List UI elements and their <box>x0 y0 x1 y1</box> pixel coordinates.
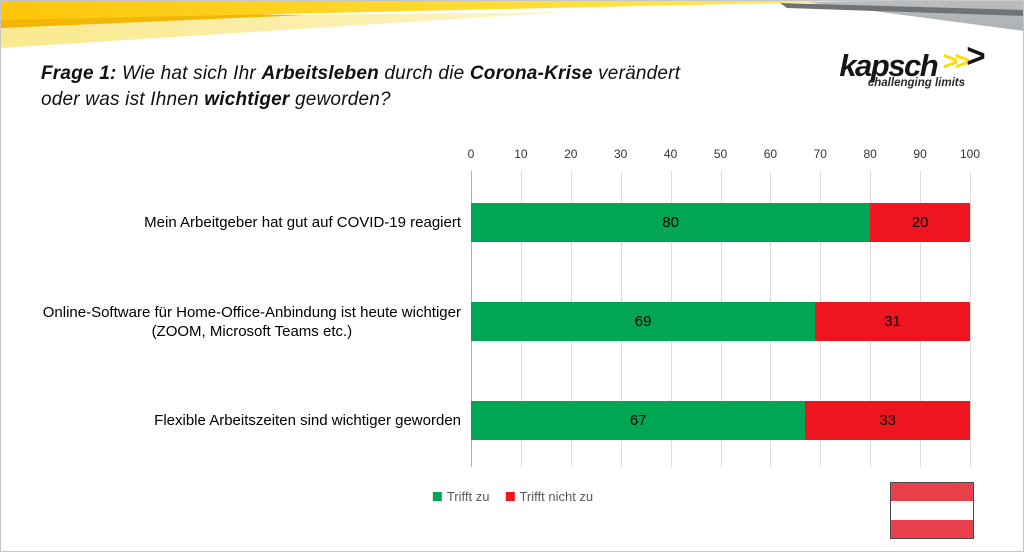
legend-label: Trifft zu <box>446 489 490 504</box>
bar-row: 69 31 <box>471 302 970 341</box>
bar-segment-trifft-zu: 67 <box>471 401 806 440</box>
category-label-text: Mein Arbeitgeber hat gut auf COVID-19 re… <box>144 213 461 232</box>
legend-swatch <box>432 492 442 501</box>
axis-tick-label: 30 <box>614 147 628 161</box>
kapsch-tagline: challenging limits <box>867 77 965 89</box>
axis-tick-label: 50 <box>713 147 728 161</box>
grid-line <box>970 171 971 467</box>
value-label: 69 <box>634 313 652 330</box>
category-label: Online-Software für Home-Office-Anbindun… <box>29 302 461 341</box>
banner-gray-stripe <box>780 3 1023 16</box>
legend-item: Trifft nicht zu <box>505 489 593 504</box>
category-label-line: Flexible Arbeitszeiten sind wichtiger ge… <box>154 412 461 429</box>
chevron-icon: > <box>965 37 985 74</box>
axis-tick-label: 0 <box>467 147 475 161</box>
title-line: Frage 1: Wie hat sich Ihr Arbeitsleben d… <box>41 61 741 87</box>
bar-row: 80 20 <box>471 203 970 242</box>
category-label-line: (ZOOM, Microsoft Teams etc.) <box>151 322 353 340</box>
axis-tick-label: 40 <box>663 147 678 161</box>
flag-stripe <box>891 501 973 520</box>
axis-tick-label: 10 <box>514 147 528 161</box>
chevron-icon: > <box>953 46 970 76</box>
flag-stripe <box>891 483 973 502</box>
title-segment: Wie hat sich Ihr <box>116 63 262 84</box>
axis-tick-label: 20 <box>564 147 578 161</box>
title-segment: Corona-Krise <box>469 63 593 84</box>
bar-segment-trifft-zu: 69 <box>471 302 816 341</box>
austria-flag <box>890 482 974 539</box>
top-banner <box>1 1 1023 53</box>
category-label-text: Flexible Arbeitszeiten sind wichtiger ge… <box>154 411 461 430</box>
chevron-icon: > <box>942 46 958 76</box>
title-segment: oder was ist Ihnen <box>41 89 205 110</box>
bar-segment-trifft-nicht-zu: 20 <box>870 203 970 242</box>
value-label: 80 <box>662 214 679 231</box>
axis-tick-label: 80 <box>863 147 877 161</box>
legend-label: Trifft nicht zu <box>519 489 594 504</box>
kapsch-wordmark: kapsch <box>839 48 938 83</box>
banner-gray-corner-wedge <box>797 1 1023 31</box>
bar-segment-trifft-nicht-zu: 33 <box>805 401 970 440</box>
kapsch-chevrons-icon: > > > <box>942 39 985 77</box>
value-label: 33 <box>879 412 896 429</box>
legend-swatch <box>505 492 515 501</box>
category-label-line: Mein Arbeitgeber hat gut auf COVID-19 re… <box>144 214 461 231</box>
axis-tick-label: 90 <box>913 147 927 161</box>
category-label: Mein Arbeitgeber hat gut auf COVID-19 re… <box>29 203 461 242</box>
category-label: Flexible Arbeitszeiten sind wichtiger ge… <box>29 401 461 440</box>
axis-tick-label: 70 <box>813 147 827 161</box>
title-segment: verändert <box>592 63 681 84</box>
bar-segment-trifft-nicht-zu: 31 <box>815 302 970 341</box>
legend-item: Trifft zu <box>432 489 490 504</box>
bar-row: 67 33 <box>471 401 970 440</box>
axis-tick-label: 60 <box>763 147 778 161</box>
category-label-line: Online-Software für Home-Office-Anbindun… <box>42 303 461 321</box>
category-label-text: Online-Software für Home-Office-Anbindun… <box>43 303 461 341</box>
title-segment: geworden? <box>289 89 391 110</box>
banner-dark-gold-ribbon <box>1 11 306 28</box>
value-label: 67 <box>629 412 647 429</box>
bar-segment-trifft-zu: 80 <box>471 203 871 242</box>
title-line: oder was ist Ihnen wichtiger geworden? <box>41 87 741 113</box>
title-segment: wichtiger <box>204 89 290 110</box>
kapsch-logo: kapsch > > > challenging limits <box>839 39 985 89</box>
banner-pale-yellow-ribbon <box>1 12 566 48</box>
value-label: 20 <box>911 214 929 231</box>
value-label: 31 <box>884 313 901 330</box>
axis-tick-label: 100 <box>959 147 981 161</box>
title-segment: durch die <box>378 63 470 84</box>
title-segment: Frage 1: <box>41 63 117 84</box>
banner-main-yellow-ribbon <box>1 1 873 20</box>
flag-stripe <box>891 519 973 538</box>
title-segment: Arbeitsleben <box>261 63 379 84</box>
chart-legend: Trifft zu Trifft nicht zu <box>432 489 593 504</box>
slide-title: Frage 1: Wie hat sich Ihr Arbeitsleben d… <box>41 61 741 113</box>
